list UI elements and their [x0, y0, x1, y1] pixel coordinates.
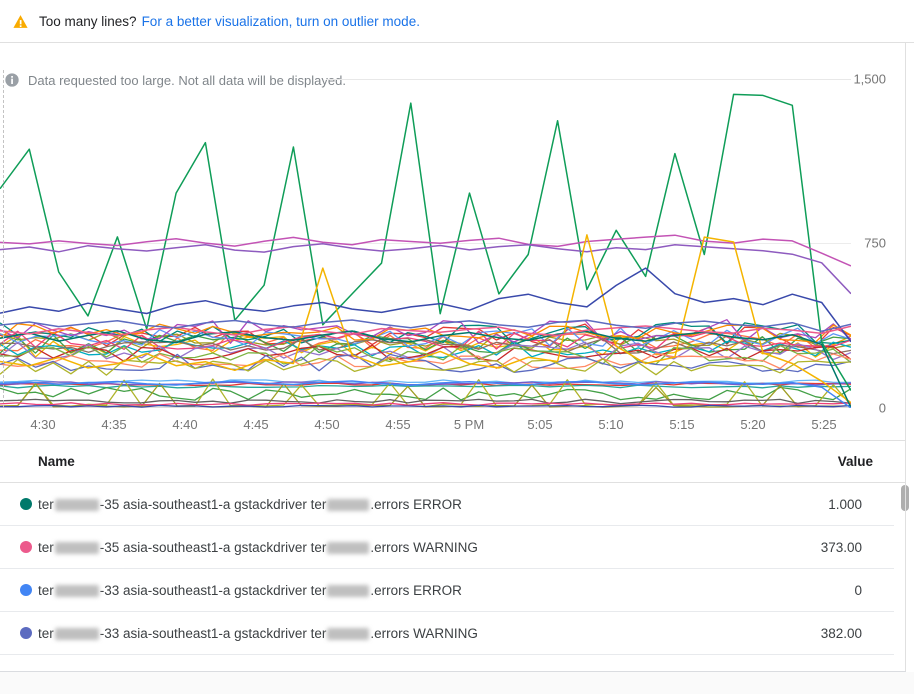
banner-message: Too many lines?	[39, 13, 137, 29]
chart-line	[0, 323, 852, 343]
chart-line	[0, 398, 852, 405]
y-tick-label: 750	[864, 235, 886, 251]
too-many-lines-banner: Too many lines? For a better visualizati…	[0, 0, 914, 43]
chart-line	[0, 404, 852, 408]
legend-row[interactable]: ter -33 asia-southeast1-a gstackdriver te…	[0, 569, 894, 612]
chart-line	[0, 338, 852, 355]
x-tick-label: 5:25	[811, 417, 837, 432]
x-tick-label: 4:40	[172, 417, 198, 432]
panel-right-border	[905, 43, 906, 671]
x-tick-label: 5:05	[527, 417, 553, 432]
series-value: 1.000	[828, 496, 862, 512]
redacted-text	[54, 584, 99, 597]
chart-svg	[0, 79, 852, 409]
x-tick-label: 4:45	[243, 417, 269, 432]
chart-line	[0, 402, 852, 406]
x-tick-label: 4:30	[30, 417, 56, 432]
data-too-large-notice: Data requested too large. Not all data w…	[0, 71, 346, 89]
chart-line	[0, 93, 852, 391]
chart-line	[0, 330, 852, 409]
x-tick-label: 4:35	[101, 417, 127, 432]
chart-line	[0, 234, 852, 404]
chart-line	[0, 319, 852, 332]
chart-line	[0, 379, 851, 385]
legend-name-header: Name	[38, 454, 75, 469]
legend-row[interactable]: ter -35 asia-southeast1-a gstackdriver te…	[0, 526, 894, 569]
y-tick-label: 0	[878, 400, 886, 416]
x-tick-label: 5 PM	[453, 417, 485, 432]
series-name: ter -33 asia-southeast1-a gstackdriver te…	[38, 625, 478, 641]
chart-line	[0, 353, 852, 373]
x-tick-label: 5:20	[740, 417, 766, 432]
redacted-text	[327, 498, 370, 511]
chart-line	[0, 242, 852, 295]
y-tick-label: 1,500	[853, 71, 886, 87]
info-message: Data requested too large. Not all data w…	[28, 72, 346, 88]
chart-line	[0, 327, 852, 348]
chart-line	[0, 267, 852, 343]
chart-legend-divider	[0, 440, 905, 441]
x-tick-label: 5:15	[669, 417, 695, 432]
x-tick-label: 5:10	[598, 417, 624, 432]
series-name: ter -35 asia-southeast1-a gstackdriver te…	[38, 539, 478, 555]
series-value: 382.00	[820, 625, 862, 641]
chart-line	[0, 321, 852, 345]
redacted-text	[54, 627, 99, 640]
chart-line	[0, 325, 852, 337]
series-color-dot	[20, 584, 32, 596]
panel-bottom-border	[0, 671, 906, 672]
chart-line	[0, 234, 852, 267]
series-name: ter -35 asia-southeast1-a gstackdriver te…	[38, 496, 462, 512]
chart-line	[0, 357, 852, 376]
legend-rows: ter -35 asia-southeast1-a gstackdriver te…	[0, 483, 894, 671]
legend-row[interactable]: ter -35 asia-southeast1-a gstackdriver te…	[0, 483, 894, 526]
redacted-text	[327, 584, 370, 597]
redacted-text	[327, 627, 370, 640]
chart-line	[0, 380, 852, 409]
chart-line	[0, 384, 852, 389]
series-name: ter -33 asia-southeast1-a gstackdriver te…	[38, 582, 462, 598]
chart-line	[0, 344, 852, 363]
series-value: 373.00	[820, 539, 862, 555]
legend-row[interactable]: ter -33 asia-southeast1-a gstackdriver te…	[0, 612, 894, 655]
series-color-dot	[20, 627, 32, 639]
series-color-dot	[20, 541, 32, 553]
timeseries-chart[interactable]	[0, 79, 852, 409]
x-tick-label: 4:50	[314, 417, 340, 432]
info-icon	[5, 73, 19, 87]
warning-icon	[13, 14, 28, 28]
x-tick-label: 4:55	[385, 417, 411, 432]
series-value: 0	[854, 582, 862, 598]
chart-line	[0, 386, 852, 401]
redacted-text	[327, 541, 370, 554]
series-color-dot	[20, 498, 32, 510]
page-background	[0, 672, 914, 694]
redacted-text	[54, 498, 99, 511]
outlier-mode-link[interactable]: For a better visualization, turn on outl…	[141, 13, 420, 29]
redacted-text	[54, 541, 99, 554]
legend-value-header: Value	[837, 454, 873, 469]
legend-header: Name Value	[0, 441, 905, 483]
